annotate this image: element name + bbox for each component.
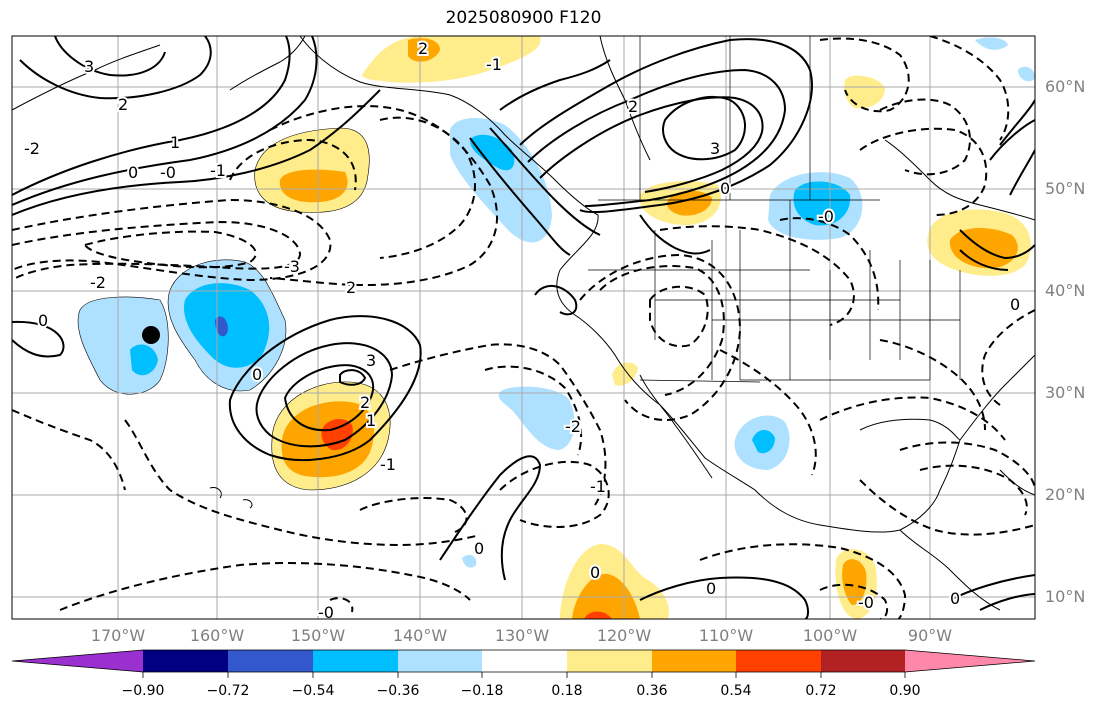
colorbar-tick-label: 0.90 <box>889 683 921 699</box>
colorbar-extend-high <box>905 650 1035 672</box>
colorbar-tick-label: 0.36 <box>636 683 668 699</box>
contour-label: 2 <box>360 393 370 412</box>
colorbar-tick-label: −0.90 <box>121 683 165 699</box>
contour-label: -1 <box>210 161 226 180</box>
colorbar-tick-label: −0.18 <box>460 683 504 699</box>
colorbar-segment <box>821 650 905 672</box>
contour-label: -2 <box>90 273 106 292</box>
lon-label: 90°W <box>907 626 953 645</box>
colorbar-segment <box>736 650 821 672</box>
contour-label: -0 <box>318 603 334 622</box>
colorbar-segment <box>313 650 398 672</box>
lon-label: 170°W <box>90 626 146 645</box>
map-title: 2025080900 F120 <box>445 8 602 28</box>
colorbar-segment <box>398 650 482 672</box>
lon-label: 100°W <box>802 626 858 645</box>
contour-label: 0 <box>252 365 262 384</box>
colorbar-tick-label: −0.36 <box>376 683 420 699</box>
colorbar-segment <box>228 650 313 672</box>
colorbar <box>11 649 1036 678</box>
contour-label: 2 <box>118 95 128 114</box>
colorbar-tick-label: 0.54 <box>720 683 752 699</box>
lon-label: 140°W <box>392 626 448 645</box>
shaded-anomalies <box>77 36 1035 619</box>
contour-label: -2 <box>24 139 40 158</box>
contour-label: 0 <box>128 163 138 182</box>
contour-label: 2 <box>628 97 638 116</box>
contour-label: 3 <box>366 351 376 370</box>
contour-label: -1 <box>380 455 396 474</box>
map-frame <box>11 35 1036 620</box>
storm-position-dot <box>142 326 160 344</box>
colorbar-tick-label: 0.18 <box>551 683 583 699</box>
lon-label: 150°W <box>290 626 346 645</box>
colorbar-tick-label: −0.54 <box>291 683 335 699</box>
lat-label: 30°N <box>1045 383 1086 402</box>
contour-label: -3 <box>284 257 300 276</box>
contour-label: 3 <box>710 139 720 158</box>
lat-label: 40°N <box>1045 281 1086 300</box>
contour-label: 2 <box>346 278 356 297</box>
lon-label: 130°W <box>494 626 550 645</box>
dashed-contours <box>12 36 1035 619</box>
colorbar-segment <box>567 650 652 672</box>
colorbar-segment <box>482 650 567 672</box>
lon-label: 120°W <box>596 626 652 645</box>
contour-label: -0 <box>858 593 874 612</box>
contour-label: 0 <box>474 539 484 558</box>
lon-label: 110°W <box>698 626 754 645</box>
colorbar-segment <box>652 650 736 672</box>
contour-label: 0 <box>590 563 600 582</box>
colorbar-segment <box>143 650 228 672</box>
colorbar-extend-low <box>12 650 143 672</box>
contour-label: 0 <box>38 311 48 330</box>
coastlines <box>12 36 1035 611</box>
lat-label: 20°N <box>1045 485 1086 504</box>
contour-labels: 3 2 1 0 -1 -2 -3 0 -0 2 -3 -2 3 2 1 -1 0… <box>22 37 1022 622</box>
contour-label: -0 <box>818 207 834 226</box>
contour-label: -2 <box>565 417 581 436</box>
lat-label: 10°N <box>1045 587 1086 606</box>
contour-label: 0 <box>720 179 730 198</box>
solid-contours <box>12 36 1035 619</box>
contour-label: 0 <box>706 579 716 598</box>
lat-label: 60°N <box>1045 77 1086 96</box>
contour-label: -1 <box>486 55 502 74</box>
colorbar-tick-label: −0.72 <box>206 683 250 699</box>
contour-label: -0 <box>160 163 176 182</box>
colorbar-tick-label: 0.72 <box>805 683 837 699</box>
contour-label: 1 <box>366 411 376 430</box>
lat-label: 50°N <box>1045 179 1086 198</box>
contour-label: 3 <box>84 57 94 76</box>
contour-label: 0 <box>1010 295 1020 314</box>
contour-label: -1 <box>590 477 606 496</box>
contour-label: 0 <box>950 589 960 608</box>
contour-label: 2 <box>418 39 428 58</box>
contour-label: 1 <box>170 133 180 152</box>
lon-label: 160°W <box>189 626 245 645</box>
